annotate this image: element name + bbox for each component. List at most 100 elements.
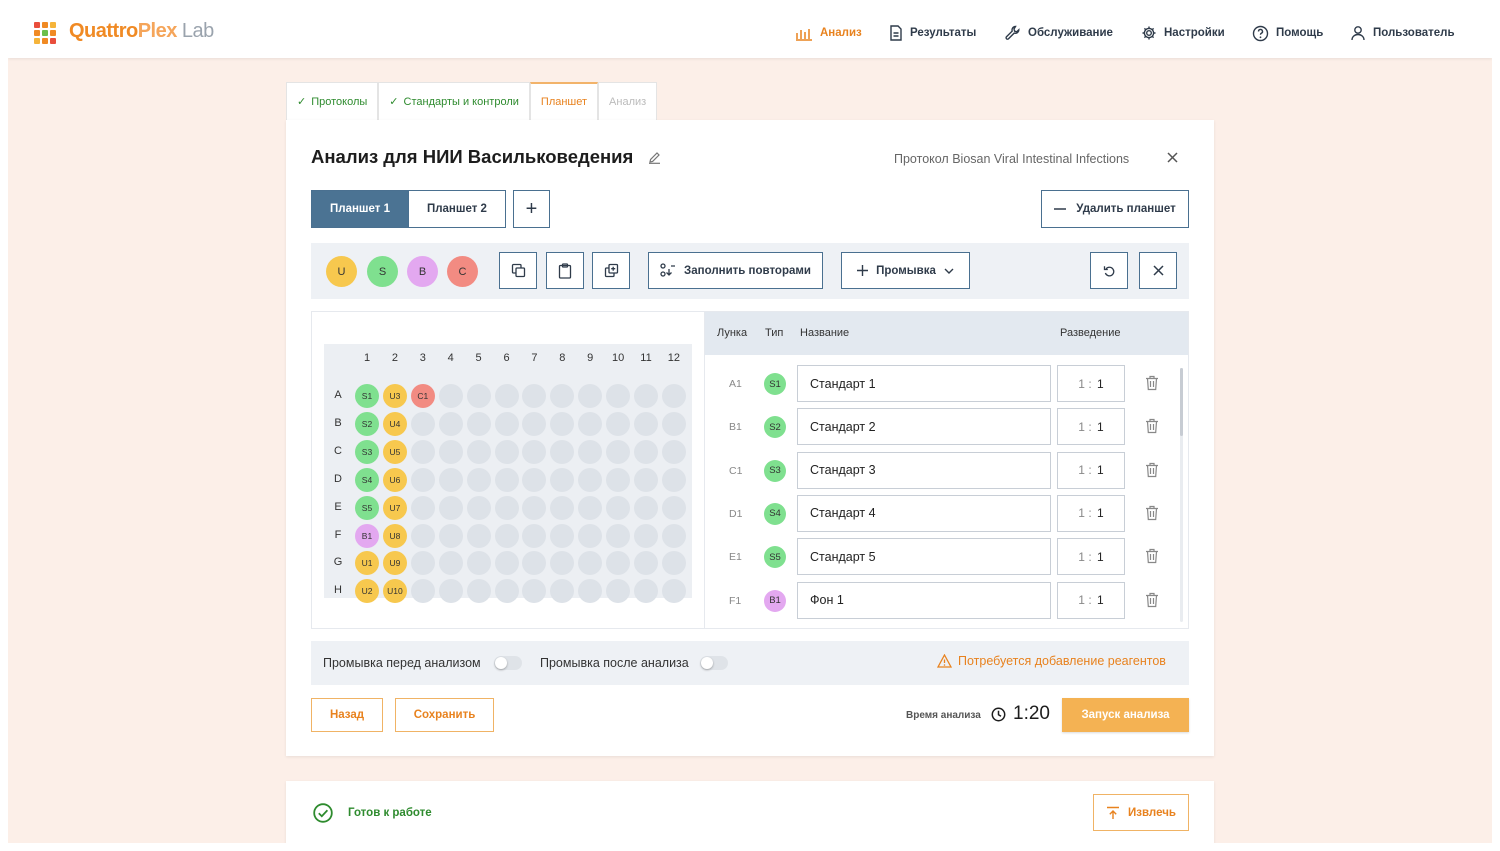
plate-well[interactable] xyxy=(466,551,491,576)
plate-well[interactable] xyxy=(410,495,435,520)
sample-type-b[interactable]: B xyxy=(407,256,438,287)
plate-well[interactable] xyxy=(466,411,491,436)
tab-plate[interactable]: Планшет xyxy=(529,82,599,120)
plate-well[interactable] xyxy=(550,384,575,408)
plate-well[interactable] xyxy=(494,579,519,604)
plate-well[interactable] xyxy=(634,551,658,576)
wash-before-toggle[interactable] xyxy=(494,656,522,670)
eject-button[interactable]: Извлечь xyxy=(1093,794,1189,831)
plate-well[interactable] xyxy=(634,411,658,436)
trash-icon[interactable] xyxy=(1145,418,1159,434)
plate-well[interactable] xyxy=(438,523,463,548)
plate-well[interactable] xyxy=(522,579,547,604)
plate-well[interactable] xyxy=(494,523,519,548)
plate-well[interactable]: C1 xyxy=(410,384,435,408)
plate-well[interactable]: S5 xyxy=(355,495,379,520)
wash-dropdown[interactable]: Промывка xyxy=(841,252,970,289)
plate-well[interactable] xyxy=(606,551,631,576)
plate-well[interactable]: U9 xyxy=(382,551,407,576)
plate-well[interactable]: U10 xyxy=(382,579,407,604)
nav-help[interactable]: Помощь xyxy=(1252,24,1323,42)
sample-name-input[interactable]: Стандарт 4 xyxy=(797,494,1051,532)
plate-well[interactable]: U1 xyxy=(355,551,379,576)
trash-icon[interactable] xyxy=(1145,592,1159,608)
plate-well[interactable] xyxy=(494,551,519,576)
trash-icon[interactable] xyxy=(1145,548,1159,564)
plate-well[interactable] xyxy=(661,467,686,492)
plate-well[interactable] xyxy=(606,495,631,520)
tab-protocols[interactable]: ✓ Протоколы xyxy=(286,82,379,120)
plate-well[interactable] xyxy=(578,439,603,464)
plate-well[interactable] xyxy=(522,551,547,576)
plate-well[interactable] xyxy=(661,439,686,464)
plate-well[interactable] xyxy=(661,523,686,548)
plate-well[interactable] xyxy=(466,495,491,520)
trash-icon[interactable] xyxy=(1145,375,1159,391)
plate-well[interactable] xyxy=(494,384,519,408)
plate-well[interactable]: U4 xyxy=(382,411,407,436)
plate-well[interactable]: U3 xyxy=(382,384,407,408)
plate-well[interactable] xyxy=(410,467,435,492)
plate-well[interactable] xyxy=(578,384,603,408)
sample-name-input[interactable]: Фон 1 xyxy=(797,581,1051,619)
plate-well[interactable] xyxy=(606,579,631,604)
start-analysis-button[interactable]: Запуск анализа xyxy=(1062,698,1189,732)
plate-well[interactable] xyxy=(522,523,547,548)
plate-well[interactable] xyxy=(410,439,435,464)
plate-well[interactable] xyxy=(606,411,631,436)
nav-results[interactable]: Результаты xyxy=(889,24,976,42)
plate-well[interactable] xyxy=(466,579,491,604)
plate-well[interactable] xyxy=(661,551,686,576)
plate-well[interactable] xyxy=(578,467,603,492)
nav-user[interactable]: Пользователь xyxy=(1350,24,1455,42)
plate-well[interactable] xyxy=(661,495,686,520)
plate-well[interactable] xyxy=(438,495,463,520)
plate-well[interactable] xyxy=(410,411,435,436)
clear-button[interactable] xyxy=(1139,252,1177,289)
back-button[interactable]: Назад xyxy=(311,698,383,732)
fill-repeats-button[interactable]: Заполнить повторами xyxy=(648,252,823,289)
sample-name-input[interactable]: Стандарт 2 xyxy=(797,408,1051,446)
plate-well[interactable] xyxy=(634,523,658,548)
plate-well[interactable] xyxy=(606,384,631,408)
dilution-input[interactable]: 1 : 1 xyxy=(1057,538,1125,576)
plate-well[interactable] xyxy=(550,495,575,520)
sample-type-c[interactable]: C xyxy=(447,256,478,287)
plate-well[interactable] xyxy=(438,411,463,436)
add-plate-button[interactable]: + xyxy=(513,190,550,228)
plate-well[interactable] xyxy=(550,523,575,548)
plate-well[interactable] xyxy=(494,495,519,520)
plate-well[interactable] xyxy=(634,579,658,604)
plate-well[interactable]: U2 xyxy=(355,579,379,604)
trash-icon[interactable] xyxy=(1145,462,1159,478)
plate-well[interactable] xyxy=(606,439,631,464)
plate-well[interactable] xyxy=(606,467,631,492)
sample-name-input[interactable]: Стандарт 3 xyxy=(797,451,1051,489)
plate-well[interactable] xyxy=(522,495,547,520)
plate-well[interactable] xyxy=(661,384,686,408)
table-scrollbar[interactable] xyxy=(1180,368,1183,622)
plate-well[interactable] xyxy=(522,384,547,408)
plate-well[interactable] xyxy=(438,579,463,604)
paste-button[interactable] xyxy=(546,252,584,289)
plate-well[interactable] xyxy=(606,523,631,548)
plate-well[interactable]: S1 xyxy=(355,384,379,408)
plate-well[interactable] xyxy=(661,411,686,436)
plate-well[interactable] xyxy=(438,467,463,492)
plate-well[interactable] xyxy=(634,439,658,464)
trash-icon[interactable] xyxy=(1145,505,1159,521)
plate-well[interactable] xyxy=(410,579,435,604)
plate-well[interactable] xyxy=(466,523,491,548)
plate-well[interactable] xyxy=(466,467,491,492)
plate-well[interactable]: U7 xyxy=(382,495,407,520)
plate-well[interactable] xyxy=(578,551,603,576)
plate-well[interactable] xyxy=(522,467,547,492)
plate-well[interactable] xyxy=(578,495,603,520)
plate-well[interactable]: U5 xyxy=(382,439,407,464)
plate-well[interactable] xyxy=(661,579,686,604)
wash-after-toggle[interactable] xyxy=(700,656,728,670)
close-icon[interactable] xyxy=(1167,152,1178,163)
pencil-icon[interactable] xyxy=(648,151,661,164)
plate-well[interactable] xyxy=(634,467,658,492)
sample-type-u[interactable]: U xyxy=(326,256,357,287)
